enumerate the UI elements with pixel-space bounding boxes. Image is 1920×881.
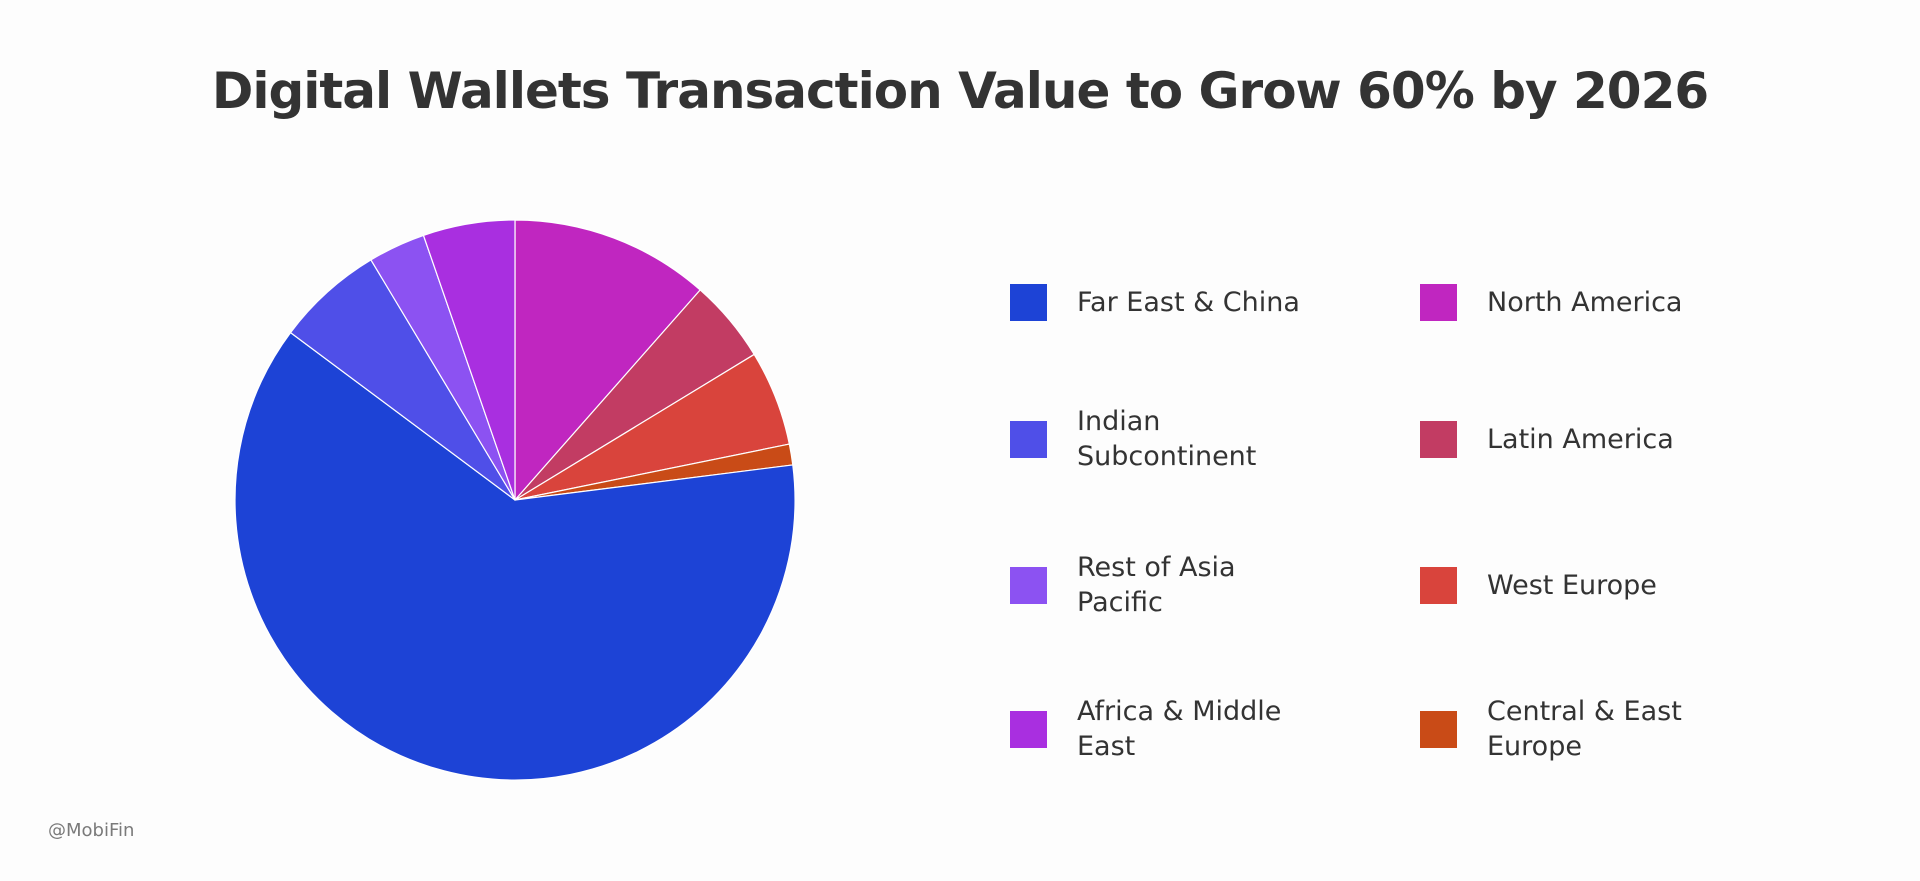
legend-label: Rest of Asia Pacific	[1077, 552, 1236, 618]
legend-label: Central & East Europe	[1487, 696, 1682, 762]
pie-slice-north-america	[514, 219, 701, 501]
legend-item-africa-and-middle-east: Africa & Middle East	[1010, 689, 1370, 769]
legend-label: Indian Subcontinent	[1077, 406, 1257, 472]
pie-chart	[234, 219, 796, 781]
legend-label: West Europe	[1487, 569, 1657, 601]
legend-item-rest-of-asia-pacific: Rest of Asia Pacific	[1010, 545, 1370, 625]
legend-swatch	[1010, 566, 1047, 604]
legend-swatch	[1420, 566, 1457, 604]
legend-swatch	[1010, 420, 1047, 458]
legend-item-indian-subcontinent: Indian Subcontinent	[1010, 399, 1370, 479]
legend-item-west-europe: West Europe	[1420, 545, 1780, 625]
legend-swatch	[1420, 710, 1457, 748]
legend-item-far-east-and-china: Far East & China	[1010, 262, 1370, 342]
pie-slices-group	[234, 219, 796, 781]
legend-item-central-and-east-europe: Central & East Europe	[1420, 689, 1780, 769]
legend-swatch	[1010, 710, 1047, 748]
pie-slice-africa-and-middle-east	[422, 219, 516, 501]
legend-label: Latin America	[1487, 423, 1674, 455]
chart-legend: Far East & China Indian Subcontinent Rest …	[1010, 262, 1730, 762]
legend-swatch	[1010, 283, 1047, 321]
legend-swatch	[1420, 283, 1457, 321]
legend-swatch	[1420, 420, 1457, 458]
legend-label: North America	[1487, 286, 1683, 318]
watermark: @MobiFin	[48, 820, 135, 841]
pie-slice-far-east-and-china	[234, 331, 796, 781]
legend-item-north-america: North America	[1420, 262, 1780, 342]
chart-title: Digital Wallets Transaction Value to Gro…	[211, 62, 1709, 120]
legend-label: Far East & China	[1077, 286, 1300, 318]
legend-item-latin-america: Latin America	[1420, 399, 1780, 479]
legend-label: Africa & Middle East	[1077, 696, 1282, 762]
